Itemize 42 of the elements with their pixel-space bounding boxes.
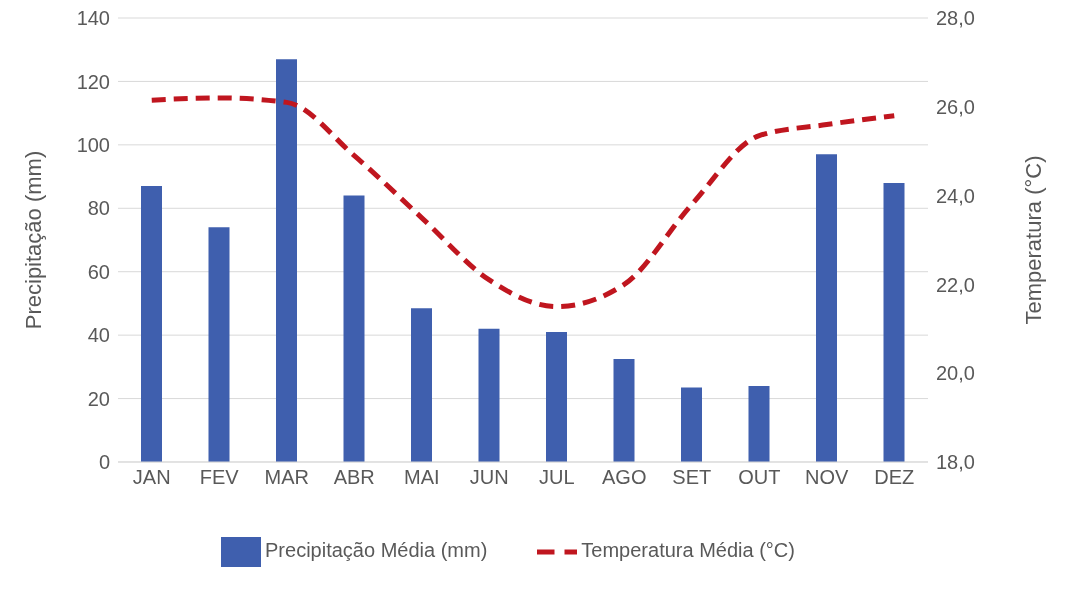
x-tick-label: SET (672, 466, 712, 489)
y2-tick-label: 26,0 (936, 95, 975, 118)
y2-tick-label: 28,0 (936, 7, 975, 30)
x-tick-label: FEV (199, 466, 240, 489)
y-axis-title: Precipitação (mm) (20, 150, 46, 330)
bar (411, 308, 432, 462)
x-tick-label: JUL (538, 466, 575, 489)
y-tick-label: 100 (76, 133, 110, 156)
legend-label: Temperatura Média (°C) (581, 539, 795, 562)
y2-tick-label: 24,0 (936, 184, 975, 207)
bar (141, 186, 162, 462)
y-tick-label: 140 (76, 7, 110, 30)
y-tick-label: 40 (87, 324, 110, 347)
bar (613, 358, 635, 462)
y2-tick-label: 18,0 (936, 451, 975, 474)
y-tick-label: 60 (87, 260, 110, 283)
y-tick-label: 80 (87, 197, 110, 220)
bar (681, 387, 702, 462)
bar (208, 227, 230, 462)
x-tick-label: MAR (264, 466, 309, 489)
y2-tick-label: 22,0 (936, 273, 975, 296)
x-tick-label: AGO (602, 466, 647, 489)
x-tick-label: NOV (805, 466, 850, 489)
y2-tick-label: 20,0 (936, 362, 975, 385)
y-tick-label: 20 (87, 387, 110, 410)
x-tick-label: JAN (132, 466, 171, 489)
bar (276, 59, 297, 462)
bar (748, 385, 770, 462)
x-tick-label: JUN (469, 466, 509, 489)
bar (546, 331, 567, 462)
bar (478, 328, 500, 462)
legend-label: Precipitação Média (mm) (265, 539, 488, 562)
bar (883, 182, 905, 462)
x-tick-label: OUT (738, 466, 781, 489)
x-tick-label: MAI (403, 466, 440, 489)
y-tick-label: 120 (76, 70, 110, 93)
x-tick-label: ABR (333, 466, 375, 489)
bar (816, 154, 837, 462)
bar (343, 195, 365, 462)
y2-axis-title: Temperatura (°C) (1020, 155, 1046, 325)
y-tick-label: 0 (98, 451, 110, 474)
x-tick-label: DEZ (874, 466, 915, 489)
